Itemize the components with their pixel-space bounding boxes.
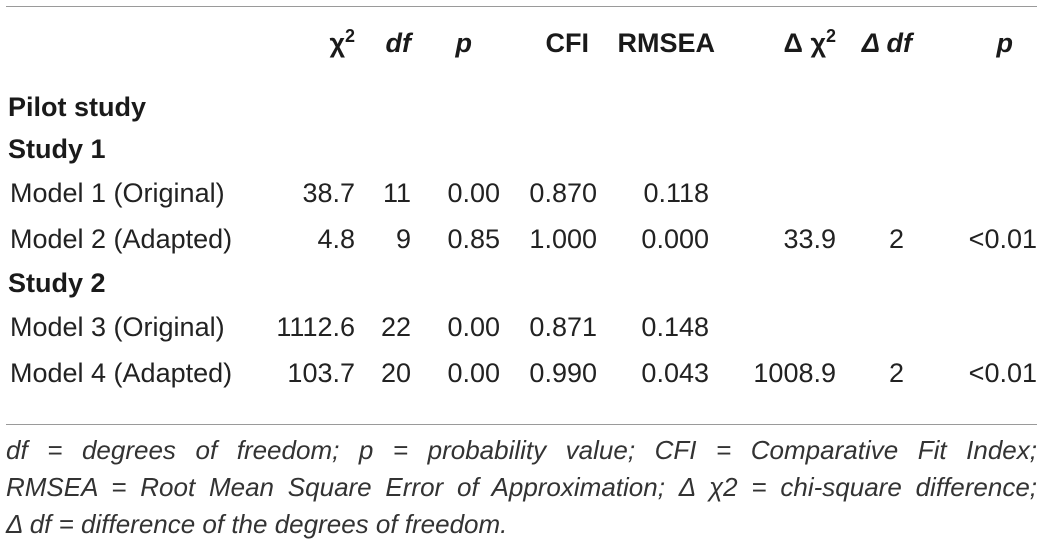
- cell-p: 0.00: [447, 311, 500, 342]
- header-blank: [6, 20, 258, 66]
- cell-delta-df: [840, 170, 920, 216]
- cell-p-diff: [920, 304, 1037, 350]
- cell-cfi: 0.871: [529, 311, 597, 342]
- header-delta-df: Δ df: [861, 27, 912, 58]
- header-df: df: [385, 27, 411, 58]
- header-spacer: [6, 66, 1037, 86]
- cell-rmsea: 0.000: [641, 223, 709, 254]
- row-label: Model 3 (Original): [10, 311, 225, 342]
- header-cfi: CFI: [545, 27, 590, 58]
- table-row: Model 4 (Adapted) 103.7 20 0.00 0.990 0.…: [6, 350, 1037, 396]
- header-p: p: [455, 27, 473, 58]
- cell-p: 0.00: [447, 357, 500, 388]
- section-title-study-2: Study 2: [8, 267, 106, 298]
- cell-delta-chi-square: [715, 170, 840, 216]
- header-rmsea: RMSEA: [617, 27, 715, 58]
- footnote-line-1: df = degrees of freedom; p = probability…: [6, 435, 1037, 465]
- row-label: Model 2 (Adapted): [10, 223, 233, 254]
- cell-chi-square: 38.7: [302, 177, 355, 208]
- row-label: Model 1 (Original): [10, 177, 225, 208]
- header-p-diff: p: [996, 27, 1014, 58]
- cell-p-diff: <0.01: [968, 357, 1037, 388]
- cell-rmsea: 0.118: [643, 177, 709, 208]
- header-chi-square: χ2: [329, 25, 355, 58]
- section-row: Pilot study: [6, 86, 1037, 128]
- cell-delta-chi-square: [715, 304, 840, 350]
- section-row: Study 2: [6, 262, 1037, 304]
- cell-p: 0.85: [447, 223, 500, 254]
- cell-cfi: 0.990: [529, 357, 597, 388]
- section-title-pilot: Pilot study: [8, 91, 147, 122]
- table-row: Model 2 (Adapted) 4.8 9 0.85 1.000 0.000…: [6, 216, 1037, 262]
- section-title-study-1: Study 1: [8, 133, 106, 164]
- cell-p-diff: <0.01: [968, 223, 1037, 254]
- table-footnote: df = degrees of freedom; p = probability…: [6, 432, 1037, 543]
- cell-p-diff: [920, 170, 1037, 216]
- cell-delta-df: 2: [888, 223, 904, 254]
- bottom-rule: [6, 424, 1037, 425]
- cell-cfi: 0.870: [529, 177, 597, 208]
- cell-rmsea: 0.148: [641, 311, 709, 342]
- fit-indices-table: χ2 df p CFI RMSEA Δ χ2 Δ df p Pilot stud…: [6, 20, 1037, 396]
- footnote-line-2: RMSEA = Root Mean Square Error of Approx…: [6, 472, 1037, 502]
- section-row: Study 1: [6, 128, 1037, 170]
- cell-delta-df: 2: [888, 357, 904, 388]
- top-rule: [6, 6, 1037, 7]
- row-label: Model 4 (Adapted): [10, 357, 233, 388]
- cell-delta-chi-square: 33.9: [783, 223, 836, 254]
- cell-chi-square: 103.7: [287, 357, 355, 388]
- cell-df: 9: [395, 223, 411, 254]
- footnote-line-3: Δ df = difference of the degrees of free…: [6, 509, 508, 539]
- cell-df: 20: [380, 357, 411, 388]
- cell-df: 11: [382, 177, 411, 208]
- table-row: Model 1 (Original) 38.7 11 0.00 0.870 0.…: [6, 170, 1037, 216]
- cell-rmsea: 0.043: [641, 357, 709, 388]
- cell-chi-square: 1112.6: [276, 311, 355, 342]
- cell-chi-square: 4.8: [317, 223, 355, 254]
- header-row: χ2 df p CFI RMSEA Δ χ2 Δ df p: [6, 20, 1037, 66]
- table-row: Model 3 (Original) 1112.6 22 0.00 0.871 …: [6, 304, 1037, 350]
- cell-p: 0.00: [447, 177, 500, 208]
- header-delta-chi-square: Δ χ2: [783, 25, 836, 58]
- cell-delta-chi-square: 1008.9: [753, 357, 836, 388]
- cell-df: 22: [380, 311, 411, 342]
- cell-delta-df: [840, 304, 920, 350]
- cell-cfi: 1.000: [529, 223, 597, 254]
